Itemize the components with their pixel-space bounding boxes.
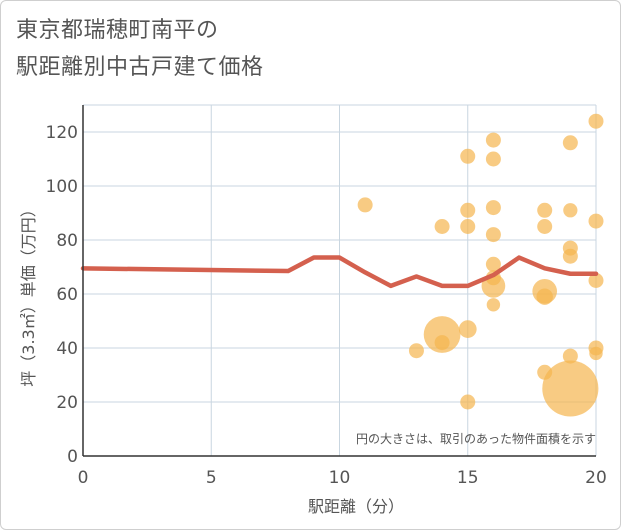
chart-title-line-2: 駅距離別中古戸建て価格 (16, 55, 264, 80)
data-bubble (542, 360, 599, 417)
data-bubble (460, 394, 476, 410)
data-bubble (434, 335, 450, 351)
data-bubble (485, 256, 501, 272)
average-line (80, 255, 599, 289)
data-bubble (434, 219, 450, 234)
y-axis-ticks: 0 20 40 60 80 100 120 (46, 123, 78, 467)
data-bubble (536, 288, 553, 305)
data-bubble (537, 202, 553, 218)
data-bubble (408, 343, 424, 359)
data-bubble (589, 346, 603, 361)
y-tick-label: 100 (46, 177, 78, 197)
y-tick-label: 60 (56, 285, 78, 305)
y-tick-label: 120 (46, 123, 78, 143)
data-bubble (562, 348, 578, 364)
data-bubble (460, 219, 476, 234)
data-bubble (485, 151, 501, 167)
y-tick-label: 40 (56, 339, 78, 359)
data-bubble (460, 202, 476, 218)
grid-lines (83, 104, 597, 456)
data-bubble (357, 197, 373, 213)
data-bubble (562, 135, 578, 151)
y-tick-label: 0 (67, 447, 78, 467)
data-bubble (458, 320, 477, 338)
y-tick-label: 20 (56, 393, 78, 413)
y-axis-label: 坪（3.3㎡）単価（万円） (19, 201, 38, 386)
x-axis-ticks: 0 5 10 15 20 (78, 468, 607, 488)
chart-title-line-1: 東京都瑞穂町南平の (16, 18, 219, 43)
data-bubble (485, 200, 501, 216)
chart-title: 東京都瑞穂町南平の 駅距離別中古戸建て価格 (16, 12, 264, 86)
data-bubble (486, 298, 501, 312)
data-bubble (588, 213, 604, 229)
data-bubble (588, 273, 604, 288)
bubble-size-note: 円の大きさは、取引のあった物件面積を示す (356, 431, 596, 446)
data-bubble (485, 227, 501, 243)
y-tick-label: 80 (56, 231, 78, 251)
average-line-series (80, 255, 599, 289)
data-bubble (588, 113, 604, 129)
x-tick-label: 0 (78, 468, 89, 488)
data-bubble (562, 248, 578, 264)
x-tick-label: 20 (585, 468, 607, 488)
data-bubble (537, 219, 553, 234)
x-tick-label: 10 (329, 468, 351, 488)
bubble-series (357, 113, 604, 417)
x-tick-label: 15 (457, 468, 479, 488)
data-bubble (563, 203, 578, 218)
data-bubble (485, 132, 501, 148)
axis-lines (82, 105, 596, 457)
data-bubble (423, 316, 461, 353)
x-axis-label: 駅距離（分） (308, 497, 404, 516)
data-bubble (460, 148, 476, 164)
x-tick-label: 5 (206, 468, 217, 488)
